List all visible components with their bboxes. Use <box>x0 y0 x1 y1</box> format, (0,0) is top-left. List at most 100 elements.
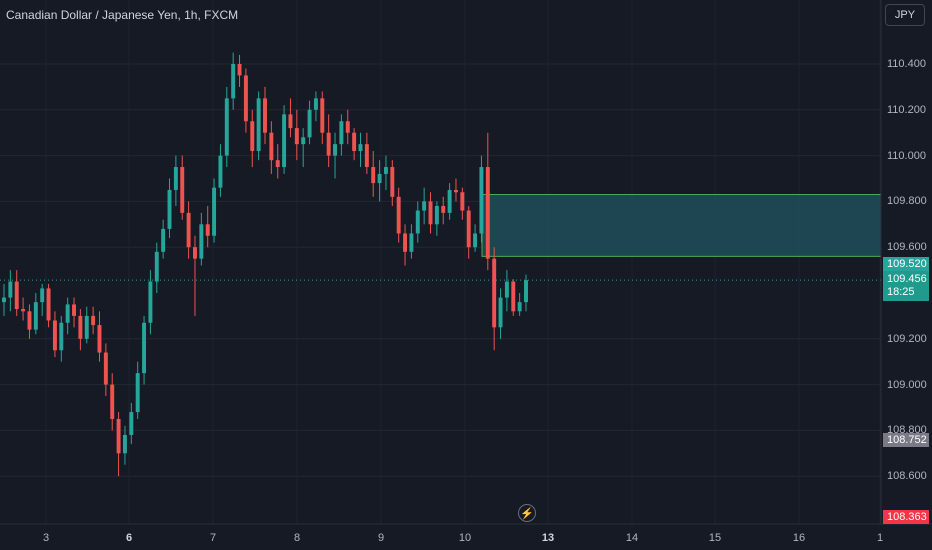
candle-body <box>269 132 274 161</box>
candle-body <box>415 210 420 234</box>
candle-body <box>396 196 401 234</box>
supply-zone-rect[interactable] <box>481 194 882 257</box>
candle-body <box>358 144 363 152</box>
price-tick-label: 110.000 <box>887 149 926 162</box>
candle-body <box>52 320 57 351</box>
candle-body <box>422 201 427 211</box>
candle-body <box>231 64 236 99</box>
current-price-value: 109.456 <box>887 273 927 285</box>
candle-body <box>250 121 255 152</box>
supply-zone-layer <box>481 194 882 257</box>
candle-body <box>103 352 108 385</box>
zone-top-price-label: 109.520 <box>883 257 929 271</box>
candle-body <box>504 281 509 298</box>
candle-body <box>224 98 229 156</box>
candle-body <box>377 173 382 184</box>
candle-body <box>498 297 503 328</box>
candle-body <box>390 167 395 197</box>
candle-body <box>383 167 388 174</box>
candle-body <box>517 302 522 312</box>
candle-body <box>72 304 76 316</box>
currency-button[interactable]: JPY <box>885 4 925 26</box>
time-tick-label: 8 <box>293 532 301 544</box>
time-tick-label: 10 <box>458 532 472 544</box>
time-tick-label: 6 <box>125 532 133 544</box>
price-tick-label: 109.000 <box>887 378 927 391</box>
candle-body <box>524 280 528 303</box>
candle-body <box>403 233 408 252</box>
candle-body <box>288 114 293 129</box>
candle-body <box>454 189 458 193</box>
candle-body <box>263 98 267 133</box>
candle-body <box>129 412 134 435</box>
candle-body <box>116 418 121 454</box>
candles-layer <box>2 52 528 477</box>
candle-body <box>339 121 344 145</box>
candle-body <box>460 192 465 211</box>
candle-body <box>40 288 45 303</box>
lightning-icon[interactable]: ⚡ <box>518 504 536 522</box>
candle-body <box>256 98 261 152</box>
candle-body <box>33 302 38 330</box>
candle-body <box>110 384 115 419</box>
candle-body <box>161 228 166 252</box>
candle-body <box>434 205 439 225</box>
price-tick-label: 108.600 <box>887 470 927 483</box>
candle-body <box>78 315 83 339</box>
candle-body <box>243 75 248 122</box>
candle-body <box>91 315 96 326</box>
candle-body <box>352 132 357 152</box>
time-tick-label: 3 <box>42 532 50 544</box>
price-tick-label: 110.200 <box>887 103 926 116</box>
candle-body <box>186 212 191 248</box>
candle-body <box>326 132 331 156</box>
candle-body <box>485 167 490 259</box>
candle-body <box>65 304 70 323</box>
low-marker-price-label: 108.752 <box>883 433 929 447</box>
candle-body <box>135 373 140 413</box>
candle-body <box>173 167 178 190</box>
candle-body <box>409 233 414 252</box>
candle-body <box>301 137 306 145</box>
candle-body <box>275 160 280 168</box>
candle-body <box>84 315 89 339</box>
candle-body <box>122 434 127 454</box>
time-tick-label: 7 <box>209 532 217 544</box>
candle-body <box>364 144 369 168</box>
candle-body <box>205 224 210 236</box>
candle-body <box>307 109 312 138</box>
candle-body <box>320 98 325 133</box>
candle-body <box>447 189 452 213</box>
symbol-title: Canadian Dollar / Japanese Yen, 1h, FXCM <box>6 8 239 22</box>
time-tick-label: 9 <box>377 532 385 544</box>
candle-body <box>492 258 497 328</box>
time-tick-label: 13 <box>541 532 555 544</box>
candle-body <box>466 210 471 248</box>
candle-body <box>282 114 287 168</box>
candle-body <box>511 281 516 312</box>
candle-body <box>313 98 318 110</box>
candle-body <box>473 233 478 248</box>
candle-body <box>148 281 153 323</box>
current-price-label: 109.456 18:25 <box>883 271 929 301</box>
candle-body <box>199 224 204 259</box>
time-tick-label: 1 <box>876 532 884 544</box>
candle-body <box>212 187 217 236</box>
time-tick-label: 15 <box>708 532 722 544</box>
bottom-marker-price-label: 108.363 <box>883 510 929 524</box>
candle-body <box>21 309 26 312</box>
bar-countdown: 18:25 <box>887 286 915 298</box>
candle-body <box>193 247 197 259</box>
candle-body <box>8 281 13 298</box>
candle-body <box>180 167 185 213</box>
price-tick-label: 110.400 <box>887 58 926 70</box>
candle-body <box>14 281 19 310</box>
candle-body <box>142 322 147 374</box>
candle-body <box>154 251 159 282</box>
candle-body <box>46 288 51 321</box>
price-tick-label: 109.800 <box>887 195 927 208</box>
candle-body <box>2 297 6 303</box>
candle-body <box>479 167 484 234</box>
